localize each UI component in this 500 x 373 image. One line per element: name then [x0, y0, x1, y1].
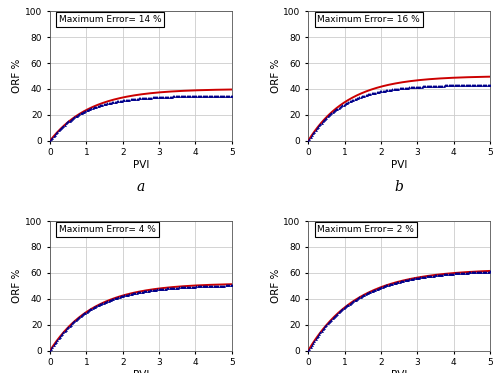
Y-axis label: ORF %: ORF % [12, 59, 22, 93]
Text: b: b [394, 180, 404, 194]
X-axis label: PVI: PVI [132, 370, 149, 373]
Y-axis label: ORF %: ORF % [270, 269, 280, 303]
X-axis label: PVI: PVI [132, 160, 149, 170]
Text: a: a [137, 180, 145, 194]
X-axis label: PVI: PVI [391, 370, 407, 373]
Y-axis label: ORF %: ORF % [12, 269, 22, 303]
Text: Maximum Error= 14 %: Maximum Error= 14 % [59, 15, 162, 24]
Y-axis label: ORF %: ORF % [270, 59, 280, 93]
X-axis label: PVI: PVI [391, 160, 407, 170]
Text: Maximum Error= 2 %: Maximum Error= 2 % [318, 225, 414, 234]
Text: Maximum Error= 4 %: Maximum Error= 4 % [59, 225, 156, 234]
Text: Maximum Error= 16 %: Maximum Error= 16 % [318, 15, 420, 24]
